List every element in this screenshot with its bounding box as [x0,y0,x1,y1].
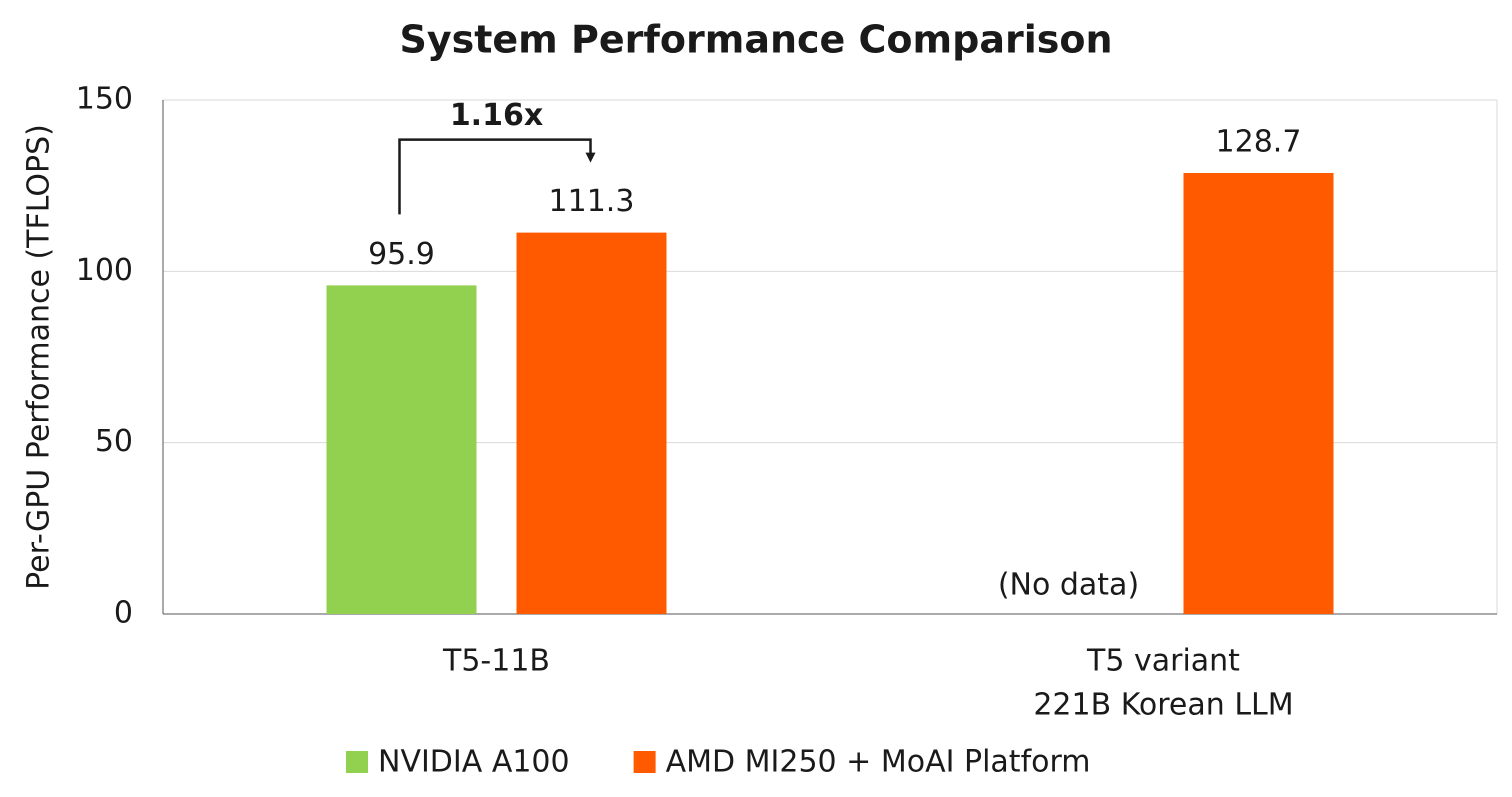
bracket [398,138,592,215]
x-tick-label: T5 variant [1086,644,1240,679]
y-tick-label: 150 [76,82,133,117]
legend-swatch [346,751,368,773]
y-tick-label: 0 [114,596,133,631]
bar [326,285,477,614]
x-tick-label: T5-11B [442,644,550,679]
y-axis-title: Per-GPU Performance (TFLOPS) [22,124,57,590]
y-tick-label: 50 [95,424,133,459]
legend-label: NVIDIA A100 [378,745,570,780]
value-label: 111.3 [549,184,635,219]
annotation: 1.16x [450,98,543,133]
x-tick-label: 221B Korean LLM [1033,688,1293,723]
legend-swatch [633,751,656,773]
y-tick-label: 100 [76,253,133,288]
bar [516,232,667,614]
value-label: 95.9 [368,237,435,272]
value-label: 128.7 [1216,124,1302,159]
chart-title: System Performance Comparison [399,18,1112,62]
legend-label: AMD MI250 + MoAI Platform [666,745,1091,780]
annotation: (No data) [998,568,1139,603]
bracket-arrow [585,152,596,163]
bar [1183,172,1334,614]
